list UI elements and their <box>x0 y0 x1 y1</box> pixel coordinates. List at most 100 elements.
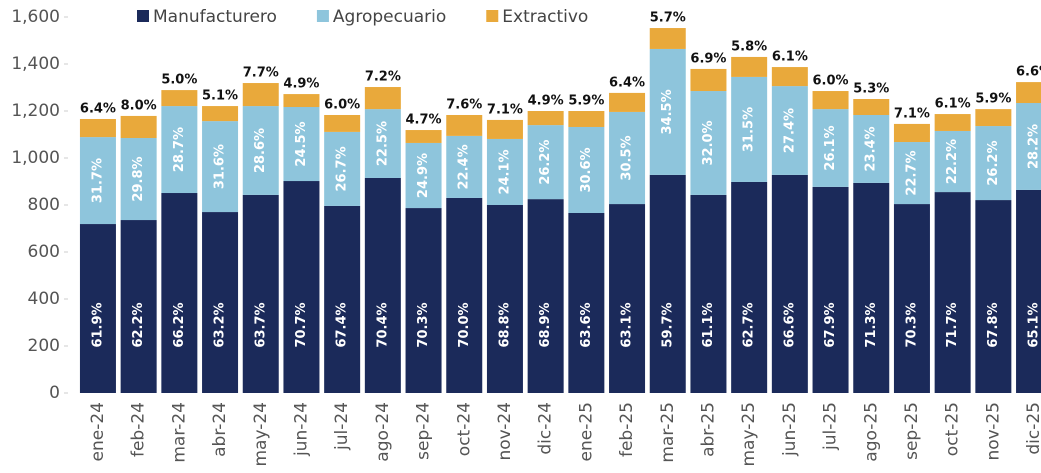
x-tick-label: jul-25 <box>821 402 841 451</box>
bar-segment <box>527 111 564 126</box>
data-label: 63.6% <box>579 302 594 347</box>
x-tick-label: oct-25 <box>943 402 963 456</box>
data-label: 62.7% <box>742 302 757 347</box>
data-label: 63.2% <box>213 302 228 347</box>
bar-segment <box>649 28 686 49</box>
data-label: 26.2% <box>538 140 553 185</box>
data-label: 31.5% <box>742 107 757 152</box>
data-label: 6.9% <box>690 51 726 66</box>
bar-segment <box>649 174 686 393</box>
bar-segment <box>405 130 442 143</box>
bar-segment <box>934 192 971 393</box>
data-label: 24.9% <box>416 153 431 198</box>
y-tick-label: 200 <box>28 336 60 356</box>
bar-segment <box>609 204 646 393</box>
bar-segment <box>568 111 605 127</box>
bar-segment <box>568 126 605 213</box>
x-tick-label: feb-25 <box>617 402 637 457</box>
data-label: 68.8% <box>497 302 512 347</box>
x-tick-label: ago-24 <box>373 402 393 462</box>
bar-segment <box>893 123 930 143</box>
bar-segment <box>242 194 279 393</box>
bar-segment <box>609 92 646 112</box>
bar-segment <box>364 87 401 110</box>
data-label: 70.4% <box>375 302 390 347</box>
data-label: 26.7% <box>335 146 350 191</box>
bar-segment <box>690 91 727 195</box>
data-label: 61.1% <box>701 302 716 347</box>
bar-segment <box>771 67 808 87</box>
data-label: 7.6% <box>446 97 482 112</box>
bar-segment <box>853 182 890 393</box>
data-label: 68.9% <box>538 302 553 347</box>
x-tick-label: jul-24 <box>332 402 352 451</box>
data-label: 6.0% <box>324 97 360 112</box>
bar-segment <box>893 204 930 393</box>
bar-segment <box>486 138 523 205</box>
bar-segment <box>161 106 198 194</box>
x-tick-label: nov-24 <box>495 402 515 461</box>
x-tick-label: mar-25 <box>658 402 678 463</box>
x-tick-label: ago-25 <box>861 402 881 462</box>
bar-segment <box>202 212 239 393</box>
bar-segment <box>283 94 320 108</box>
data-label: 7.1% <box>894 106 930 121</box>
data-label: 34.5% <box>660 89 675 134</box>
bar-segment <box>934 114 971 131</box>
bar-segment <box>364 177 401 393</box>
bar-segment <box>79 137 116 225</box>
legend-label: Extractivo <box>502 7 588 27</box>
bar-segment <box>568 212 605 393</box>
bar-segment <box>120 220 157 393</box>
y-tick-label: 1,200 <box>11 101 60 121</box>
data-label: 6.1% <box>772 50 808 65</box>
bar-segment <box>649 48 686 175</box>
data-label: 22.5% <box>375 121 390 166</box>
data-label: 22.4% <box>457 144 472 189</box>
data-label: 28.6% <box>253 128 268 173</box>
data-label: 8.0% <box>121 98 157 113</box>
bar-segment <box>405 208 442 393</box>
data-label: 28.7% <box>172 127 187 172</box>
bar-segment <box>486 205 523 393</box>
data-label: 5.8% <box>731 39 767 54</box>
bar-segment <box>1016 82 1041 104</box>
bar-segment <box>812 186 849 393</box>
data-label: 6.4% <box>609 75 645 90</box>
x-tick-label: abr-25 <box>698 402 718 457</box>
bar-segment <box>283 107 320 182</box>
data-label: 6.0% <box>813 74 849 89</box>
bar-segment <box>120 138 157 221</box>
bar-segment <box>527 199 564 393</box>
data-label: 31.6% <box>213 144 228 189</box>
x-tick-label: feb-24 <box>129 402 149 457</box>
y-tick-label: 0 <box>49 383 60 403</box>
y-tick-label: 800 <box>28 195 60 215</box>
data-label: 5.1% <box>202 89 238 104</box>
bar-segment <box>812 91 849 110</box>
data-label: 63.1% <box>620 302 635 347</box>
data-label: 5.3% <box>853 82 889 97</box>
legend-swatch <box>316 10 329 22</box>
legend-swatch <box>486 10 499 22</box>
bar-segment <box>975 200 1012 393</box>
data-label: 30.5% <box>620 135 635 180</box>
data-label: 5.9% <box>975 92 1011 107</box>
y-tick-label: 1,400 <box>11 54 60 74</box>
data-label: 23.4% <box>864 126 879 171</box>
data-label: 22.7% <box>904 150 919 195</box>
data-label: 6.1% <box>935 97 971 112</box>
data-label: 5.7% <box>650 11 686 26</box>
x-tick-label: sep-24 <box>414 402 434 460</box>
bar-segment <box>975 109 1012 127</box>
legend-label: Agropecuario <box>333 7 446 27</box>
bar-segment <box>364 109 401 178</box>
data-label: 29.8% <box>131 156 146 201</box>
legend-swatch <box>137 10 149 22</box>
bar-segment <box>283 181 320 393</box>
bar-segment <box>79 224 116 393</box>
bar-segment <box>527 125 564 200</box>
x-tick-label: dic-25 <box>1024 402 1041 455</box>
bar-segment <box>242 106 279 195</box>
x-tick-label: may-25 <box>739 402 759 467</box>
